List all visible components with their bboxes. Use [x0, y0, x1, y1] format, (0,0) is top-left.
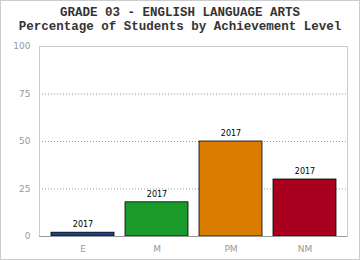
svg-text:100: 100	[13, 41, 30, 51]
svg-text:2017: 2017	[73, 220, 93, 229]
svg-text:75: 75	[19, 89, 30, 99]
svg-text:2017: 2017	[147, 190, 167, 199]
svg-text:0: 0	[25, 231, 31, 241]
svg-text:E: E	[80, 244, 86, 254]
svg-text:NM: NM	[298, 244, 313, 254]
svg-text:25: 25	[19, 184, 30, 194]
html-text:GRADE 03 - ENGLISH LANGUAGE AR: GRADE 03 - ENGLISH LANGUAGE ARTS	[60, 6, 300, 20]
svg-text:M: M	[153, 244, 161, 254]
svg-text:PM: PM	[224, 244, 237, 254]
svg-text:2017: 2017	[295, 167, 315, 176]
svg-text:2017: 2017	[221, 129, 241, 138]
svg-text:50: 50	[19, 136, 31, 146]
html-text:Percentage of Students by Achi: Percentage of Students by Achievement Le…	[18, 20, 342, 34]
